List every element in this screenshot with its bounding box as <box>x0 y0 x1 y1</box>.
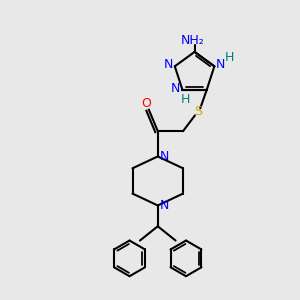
Text: N: N <box>160 150 169 163</box>
Text: N: N <box>171 82 181 94</box>
Text: S: S <box>194 105 202 118</box>
Text: N: N <box>216 58 226 71</box>
Text: H: H <box>224 52 234 64</box>
Text: N: N <box>160 199 169 212</box>
Text: N: N <box>164 58 173 71</box>
Text: H: H <box>181 93 190 106</box>
Text: O: O <box>142 97 152 110</box>
Text: NH₂: NH₂ <box>181 34 205 47</box>
